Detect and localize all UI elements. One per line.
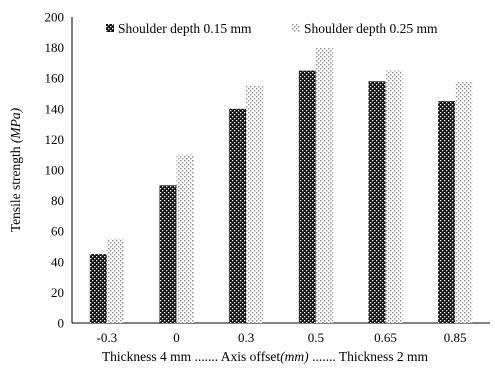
bar-series-1-1 <box>159 185 177 323</box>
x-axis-title-main: Thickness 4 mm ....... Axis offset <box>102 349 280 364</box>
bar-series-2-3 <box>315 47 333 323</box>
bar-series-2-0 <box>106 238 124 323</box>
x-tick-label: 0.5 <box>308 330 324 345</box>
y-tick-label: 180 <box>45 40 65 55</box>
legend-swatch-series-2 <box>292 24 300 32</box>
y-tick-label: 200 <box>45 10 65 25</box>
y-tick-label: 80 <box>51 193 64 208</box>
y-tick-label: 20 <box>51 285 64 300</box>
bar-series-2-5 <box>455 81 473 323</box>
x-tick-label: 0.3 <box>238 330 254 345</box>
y-tick-label: 160 <box>45 71 65 86</box>
legend-label-series-1: Shoulder depth 0.15 mm <box>118 21 252 36</box>
x-axis-title: Thickness 4 mm ....... Axis offset(mm) .… <box>102 349 429 364</box>
x-axis-title-tail: ....... Thickness 2 mm <box>309 349 429 364</box>
y-tick-labels: 0 20 40 60 80 100 120 140 160 180 200 <box>45 10 65 331</box>
y-tick-label: 0 <box>58 316 65 331</box>
y-tick-label: 140 <box>45 101 65 116</box>
bar-series-2-4 <box>385 70 403 323</box>
y-tick-label: 40 <box>51 254 64 269</box>
legend: Shoulder depth 0.15 mm Shoulder depth 0.… <box>106 21 438 36</box>
y-axis-title-unit: (MPa) <box>8 107 23 143</box>
y-tick-label: 100 <box>45 163 65 178</box>
y-tick-label: 60 <box>51 224 64 239</box>
y-tick-label: 120 <box>45 132 65 147</box>
y-axis-title-main: Tensile strength <box>8 143 23 232</box>
y-axis-title: Tensile strength (MPa) <box>8 107 23 232</box>
legend-label-series-2: Shoulder depth 0.25 mm <box>304 21 438 36</box>
x-tick-label: 0.65 <box>374 330 397 345</box>
x-tick-labels: -0.3 0 0.3 0.5 0.65 0.85 <box>97 330 467 345</box>
legend-swatch-series-1 <box>106 24 114 32</box>
x-tick-label: -0.3 <box>97 330 118 345</box>
bar-series-2-1 <box>176 154 194 323</box>
bar-series <box>89 47 473 324</box>
x-tick-label: 0 <box>173 330 180 345</box>
x-tick-label: 0.85 <box>444 330 467 345</box>
bar-series-1-5 <box>438 101 456 324</box>
bar-series-2-2 <box>246 85 264 323</box>
bar-series-1-2 <box>229 108 247 323</box>
x-axis-title-unit: (mm) <box>280 349 309 364</box>
bar-series-1-3 <box>298 70 316 323</box>
bar-series-1-0 <box>89 254 107 323</box>
bar-series-1-4 <box>368 81 386 323</box>
